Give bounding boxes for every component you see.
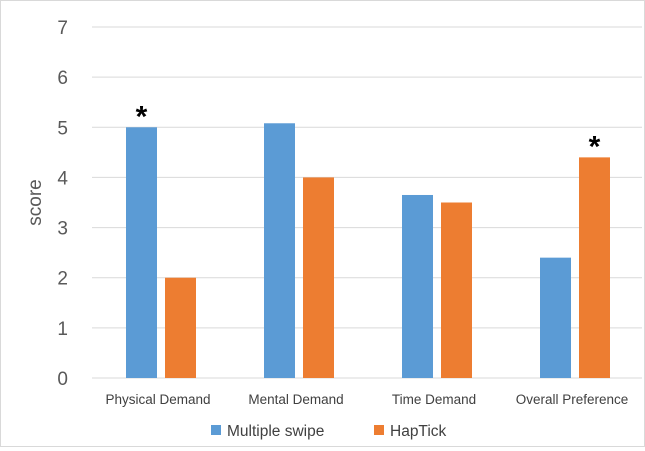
bar-haptick xyxy=(165,277,196,378)
bar-multiple-swipe xyxy=(264,123,295,378)
y-tick-label: 3 xyxy=(57,219,68,240)
x-category-label: Physical Demand xyxy=(105,392,210,407)
x-category-label: Time Demand xyxy=(392,392,476,407)
annotations: ** xyxy=(136,100,601,163)
x-category-label: Mental Demand xyxy=(248,392,343,407)
bar-multiple-swipe xyxy=(126,127,157,379)
y-tick-label: 1 xyxy=(57,319,68,340)
significance-asterisk: * xyxy=(136,100,148,133)
legend-label: HapTick xyxy=(390,423,447,440)
bar-haptick xyxy=(579,157,610,378)
y-tick-label: 0 xyxy=(57,369,68,390)
y-tick-label: 4 xyxy=(57,168,68,189)
y-axis-title: score xyxy=(25,179,46,225)
y-tick-label: 7 xyxy=(57,18,68,39)
y-tick-label: 2 xyxy=(57,269,68,290)
legend-label: Multiple swipe xyxy=(227,423,324,440)
x-axis-categories: Physical Demand Mental Demand Time Demand O… xyxy=(105,392,628,407)
legend-swatch xyxy=(374,425,384,435)
legend-swatch xyxy=(211,425,221,435)
y-tick-label: 6 xyxy=(57,68,68,89)
bar-multiple-swipe xyxy=(402,194,433,378)
legend: Multiple swipe HapTick xyxy=(211,423,447,440)
significance-asterisk: * xyxy=(589,130,601,163)
bar-haptick xyxy=(441,202,472,378)
x-category-label: Overall Preference xyxy=(516,392,629,407)
bar-multiple-swipe xyxy=(540,257,571,378)
y-axis-ticks: 0 1 2 3 4 5 6 7 xyxy=(57,18,68,390)
y-tick-label: 5 xyxy=(57,118,68,139)
bars xyxy=(126,123,610,379)
bar-haptick xyxy=(303,177,334,378)
